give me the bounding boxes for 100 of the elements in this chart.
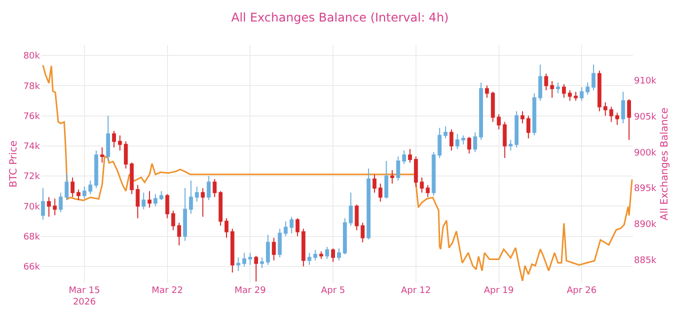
candlestick (337, 248, 341, 261)
candlestick (284, 220, 288, 237)
y-tick-label: 78k (23, 82, 41, 92)
line-series (42, 64, 633, 282)
candlestick (100, 146, 104, 163)
y-tick-label: 70k (23, 202, 41, 212)
candlestick (621, 91, 626, 124)
candlestick (248, 252, 252, 266)
candlestick (615, 112, 620, 126)
candlestick (378, 183, 382, 202)
candlestick (242, 252, 246, 267)
candlestick (88, 180, 92, 195)
candlestick (64, 172, 69, 201)
candlestick (450, 128, 454, 151)
candlestick (496, 114, 501, 130)
y-axis-title: BTC Price (8, 140, 20, 188)
candlestick (586, 82, 590, 96)
y-tick-label: 76k (23, 112, 41, 122)
candlestick (556, 82, 560, 94)
candlestick (296, 218, 300, 237)
candlestick (278, 228, 282, 258)
candlestick (331, 248, 335, 262)
candlestick (313, 249, 318, 261)
candlestick (76, 189, 80, 201)
candlestick (514, 110, 519, 148)
candlestick (348, 192, 353, 226)
candlestick (206, 176, 211, 201)
candlestick (254, 255, 258, 282)
chart-title: All Exchanges Balance (Interval: 4h) (231, 10, 449, 24)
candlestick (159, 190, 164, 201)
candlestick (420, 177, 424, 194)
y2-tick-label: 885k (634, 256, 658, 266)
candlestick (490, 91, 495, 122)
x-tick-label: Apr 19 (484, 286, 514, 296)
candlestick (354, 204, 359, 231)
candlestick (154, 194, 158, 207)
x-tick-label: Apr 12 (400, 286, 431, 296)
candlestick (46, 196, 51, 218)
candlestick (438, 127, 442, 158)
x-tick-label: Mar 29 (234, 286, 266, 296)
candlestick (538, 64, 542, 102)
candlestick (177, 222, 182, 246)
candlestick (266, 234, 270, 266)
candlestick (414, 156, 418, 188)
x-tick-label: Apr 26 (566, 286, 597, 296)
candlestick (106, 115, 110, 162)
candlestick (598, 70, 602, 112)
candlestick (124, 140, 128, 170)
candlestick (426, 184, 430, 198)
candlestick (325, 246, 330, 260)
candlestick (603, 102, 608, 116)
candlestick (94, 150, 98, 189)
candlestick (609, 106, 614, 122)
candlestick (550, 80, 554, 98)
candlestick (562, 84, 566, 98)
candlestick (455, 133, 460, 150)
y-tick-label: 66k (23, 262, 41, 273)
candlestick (218, 190, 223, 226)
candlestick (307, 252, 312, 266)
candlestick (408, 148, 412, 163)
y-tick-label: 80k (23, 52, 41, 62)
candlestick (212, 178, 217, 198)
candlestick (568, 90, 572, 102)
candlestick (136, 184, 140, 219)
candlestick (319, 250, 324, 260)
candlestick (272, 237, 276, 261)
candlestick (372, 174, 376, 194)
x-tick-label: Mar 22 (152, 286, 183, 296)
y2-axis-title: All Exchanges Balance (660, 108, 671, 220)
candlestick (402, 150, 406, 164)
x-tick-label: Apr 5 (320, 286, 346, 296)
candlestick (432, 151, 436, 196)
y2-tick-label: 900k (634, 148, 658, 158)
candlestick (194, 186, 199, 202)
candlestick (508, 139, 513, 151)
candlestick (574, 91, 578, 102)
candlestick (118, 134, 122, 151)
candlestick (183, 188, 187, 242)
candlestick (189, 180, 193, 214)
candlestick (544, 73, 548, 91)
y2-tick-label: 895k (634, 184, 658, 194)
candlestick (112, 130, 116, 148)
candlestick (236, 256, 240, 272)
candlestick (390, 170, 394, 184)
candlestick (290, 216, 294, 234)
candlestick (627, 98, 631, 140)
candlestick (230, 228, 234, 273)
candlestick (467, 136, 472, 154)
candlestick (58, 192, 63, 213)
y-tick-label: 68k (23, 232, 41, 242)
candlestick (479, 82, 483, 140)
candlestick (580, 86, 584, 102)
candlestick (473, 132, 478, 152)
candlestick (396, 156, 400, 182)
candlestick (171, 210, 176, 231)
candlestick (485, 85, 489, 98)
candlestick (444, 126, 448, 139)
candlestick (200, 188, 205, 218)
y2-tick-label: 910k (634, 76, 658, 86)
candlestick (360, 222, 365, 243)
